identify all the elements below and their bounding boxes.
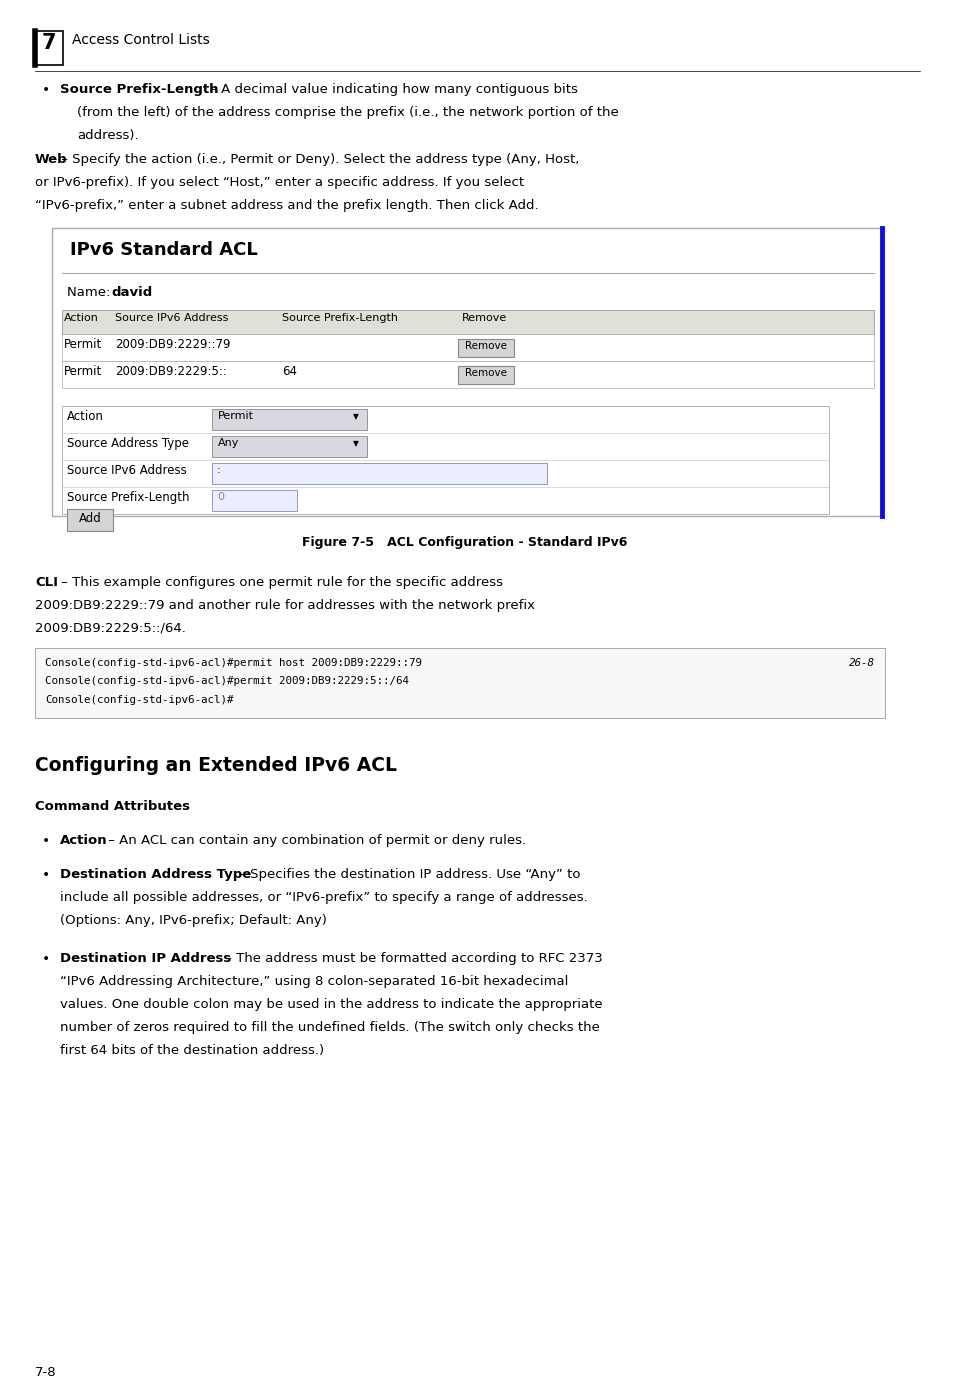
Bar <box>52 228 882 516</box>
Text: 26-8: 26-8 <box>848 658 874 668</box>
Text: CLI: CLI <box>35 576 58 589</box>
Bar <box>62 361 873 389</box>
Bar <box>35 648 884 718</box>
Text: Action: Action <box>60 834 108 847</box>
Text: 2009:DB9:2229:5::: 2009:DB9:2229:5:: <box>115 365 227 378</box>
Text: IPv6 Standard ACL: IPv6 Standard ACL <box>70 242 257 260</box>
Text: “IPv6 Addressing Architecture,” using 8 colon-separated 16-bit hexadecimal: “IPv6 Addressing Architecture,” using 8 … <box>60 974 568 988</box>
Text: Permit: Permit <box>64 365 102 378</box>
Text: Command Attributes: Command Attributes <box>35 799 190 813</box>
Text: Remove: Remove <box>461 314 507 323</box>
Text: Console(config-std-ipv6-acl)#permit host 2009:DB9:2229::79: Console(config-std-ipv6-acl)#permit host… <box>45 658 421 668</box>
Text: Web: Web <box>35 153 68 167</box>
Text: Figure 7-5   ACL Configuration - Standard IPv6: Figure 7-5 ACL Configuration - Standard … <box>302 536 627 550</box>
Text: – An ACL can contain any combination of permit or deny rules.: – An ACL can contain any combination of … <box>104 834 525 847</box>
Text: Remove: Remove <box>464 368 506 378</box>
Text: Any: Any <box>218 439 239 448</box>
Text: 2009:DB9:2229:5::/64.: 2009:DB9:2229:5::/64. <box>35 622 186 634</box>
Text: Source Prefix-Length: Source Prefix-Length <box>60 83 218 96</box>
Text: Permit: Permit <box>64 339 102 351</box>
Bar <box>62 335 873 361</box>
Text: – A decimal value indicating how many contiguous bits: – A decimal value indicating how many co… <box>206 83 578 96</box>
Text: Name:: Name: <box>67 286 114 298</box>
Text: Access Control Lists: Access Control Lists <box>71 33 210 47</box>
Text: Source Prefix-Length: Source Prefix-Length <box>67 491 190 504</box>
Text: •: • <box>42 83 51 97</box>
Text: 0: 0 <box>216 491 224 502</box>
Text: first 64 bits of the destination address.): first 64 bits of the destination address… <box>60 1044 324 1058</box>
Text: 2009:DB9:2229::79 and another rule for addresses with the network prefix: 2009:DB9:2229::79 and another rule for a… <box>35 600 535 612</box>
Text: ▼: ▼ <box>353 439 358 448</box>
Text: 2009:DB9:2229::79: 2009:DB9:2229::79 <box>115 339 231 351</box>
Text: Console(config-std-ipv6-acl)#permit 2009:DB9:2229:5::/64: Console(config-std-ipv6-acl)#permit 2009… <box>45 676 409 687</box>
Text: 7-8: 7-8 <box>35 1366 56 1380</box>
Text: Configuring an Extended IPv6 ACL: Configuring an Extended IPv6 ACL <box>35 756 396 775</box>
Text: “IPv6-prefix,” enter a subnet address and the prefix length. Then click Add.: “IPv6-prefix,” enter a subnet address an… <box>35 198 538 212</box>
Bar <box>62 310 873 335</box>
Text: address).: address). <box>77 129 138 142</box>
Text: Source Prefix-Length: Source Prefix-Length <box>282 314 397 323</box>
Text: number of zeros required to fill the undefined fields. (The switch only checks t: number of zeros required to fill the und… <box>60 1022 599 1034</box>
Text: •: • <box>42 868 51 881</box>
Text: Remove: Remove <box>464 341 506 351</box>
Text: 64: 64 <box>282 365 296 378</box>
Text: 7: 7 <box>42 33 56 53</box>
Text: – Specify the action (i.e., Permit or Deny). Select the address type (Any, Host,: – Specify the action (i.e., Permit or De… <box>57 153 578 167</box>
Bar <box>212 490 296 511</box>
Bar <box>212 409 367 430</box>
Text: Source IPv6 Address: Source IPv6 Address <box>115 314 228 323</box>
Text: – The address must be formatted according to RFC 2373: – The address must be formatted accordin… <box>220 952 601 965</box>
Text: values. One double colon may be used in the address to indicate the appropriate: values. One double colon may be used in … <box>60 998 602 1010</box>
Text: Console(config-std-ipv6-acl)#: Console(config-std-ipv6-acl)# <box>45 695 233 705</box>
Bar <box>457 339 514 357</box>
Text: Source IPv6 Address: Source IPv6 Address <box>67 464 187 477</box>
Bar <box>62 407 828 514</box>
Text: Destination IP Address: Destination IP Address <box>60 952 231 965</box>
Bar <box>457 366 514 384</box>
Text: Source Address Type: Source Address Type <box>67 437 189 450</box>
Text: Action: Action <box>67 409 104 423</box>
Text: (from the left) of the address comprise the prefix (i.e., the network portion of: (from the left) of the address comprise … <box>77 105 618 119</box>
Text: (Options: Any, IPv6-prefix; Default: Any): (Options: Any, IPv6-prefix; Default: Any… <box>60 915 327 927</box>
Text: or IPv6-prefix). If you select “Host,” enter a specific address. If you select: or IPv6-prefix). If you select “Host,” e… <box>35 176 523 189</box>
Text: Destination Address Type: Destination Address Type <box>60 868 251 881</box>
Text: Action: Action <box>64 314 99 323</box>
Text: :: : <box>216 465 220 475</box>
Text: – This example configures one permit rule for the specific address: – This example configures one permit rul… <box>57 576 502 589</box>
Bar <box>35 31 63 65</box>
Bar <box>212 436 367 457</box>
Text: – Specifies the destination IP address. Use “Any” to: – Specifies the destination IP address. … <box>235 868 580 881</box>
Text: •: • <box>42 834 51 848</box>
Text: Permit: Permit <box>218 411 253 421</box>
Bar <box>67 509 112 532</box>
Text: include all possible addresses, or “IPv6-prefix” to specify a range of addresses: include all possible addresses, or “IPv6… <box>60 891 587 904</box>
Text: david: david <box>111 286 152 298</box>
Text: •: • <box>42 952 51 966</box>
Text: ▼: ▼ <box>353 412 358 421</box>
Bar <box>212 464 546 484</box>
Text: Add: Add <box>78 512 101 525</box>
